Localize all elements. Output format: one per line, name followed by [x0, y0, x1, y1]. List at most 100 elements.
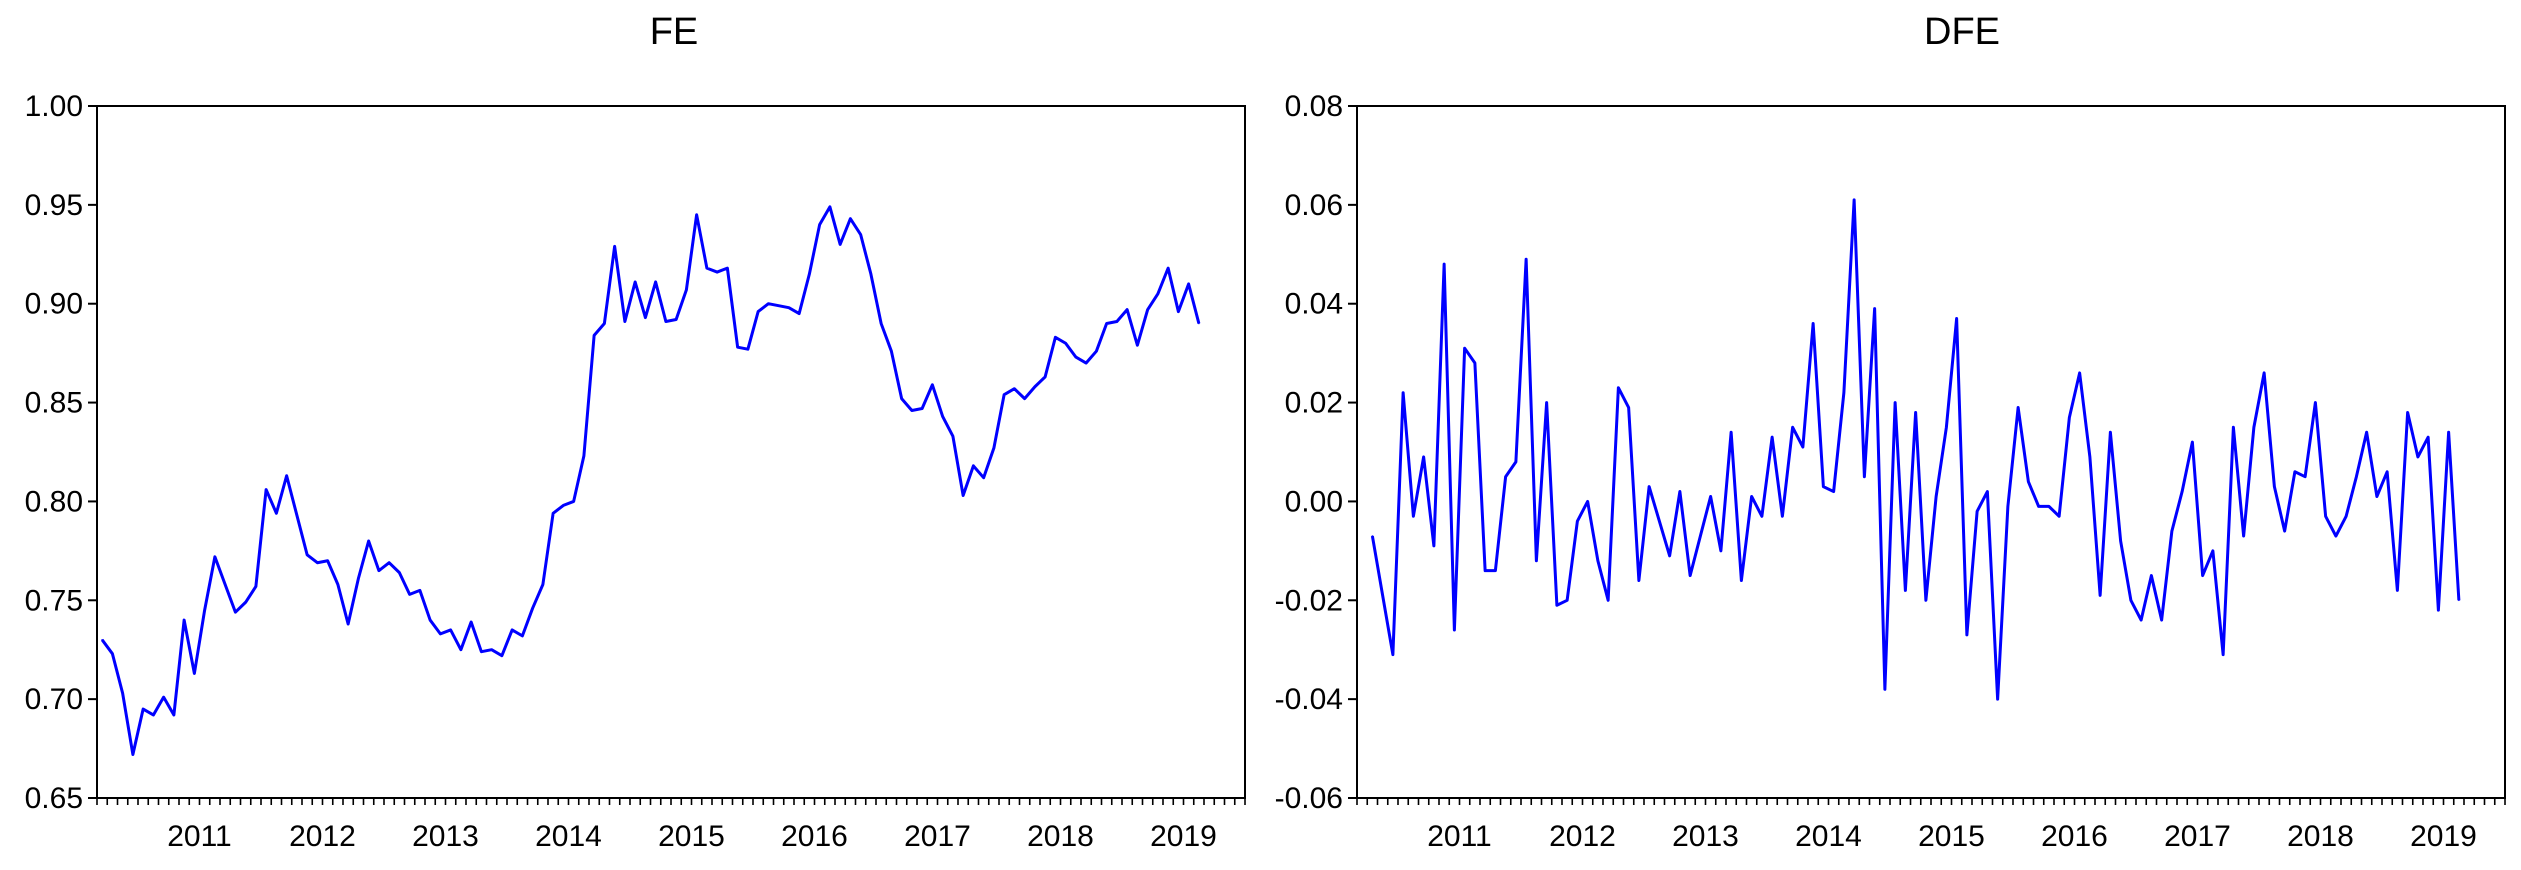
data-point	[2099, 594, 2101, 597]
chart-title: DFE	[1924, 11, 2000, 53]
data-point	[2109, 431, 2112, 434]
x-tick-label: 2012	[1549, 820, 1616, 853]
data-point	[1157, 293, 1159, 295]
y-tick-label: 0.75	[25, 584, 83, 617]
data-point	[1392, 653, 1394, 656]
data-point	[2324, 515, 2327, 518]
data-point	[1791, 426, 1794, 429]
data-point	[1668, 555, 1671, 557]
data-point	[1955, 317, 1958, 320]
data-point	[562, 504, 565, 507]
data-point	[1832, 490, 1835, 493]
data-point	[1085, 362, 1087, 364]
data-point	[552, 512, 554, 515]
dfe-panel: DFE -0.06 -0.04 -0.02 0.00 0.02 0.04 0.06 0.08 2…	[1275, 11, 2506, 853]
data-point	[1904, 589, 1907, 592]
data-point	[757, 310, 759, 313]
data-point	[1853, 199, 1855, 201]
data-point	[1146, 308, 1149, 311]
data-point	[2160, 619, 2163, 621]
data-point	[1863, 475, 1866, 478]
data-point	[1597, 559, 1599, 562]
data-point	[2273, 485, 2276, 488]
data-point	[1167, 267, 1169, 269]
x-tick-label: 2011	[167, 820, 232, 853]
data-point	[1136, 344, 1139, 347]
y-tick-label: 0.70	[25, 683, 83, 716]
data-point	[1586, 500, 1589, 503]
series-line	[1370, 198, 2461, 701]
data-point	[2365, 431, 2368, 434]
data-point	[2386, 470, 2388, 473]
data-point	[685, 289, 688, 291]
data-point	[2130, 599, 2132, 602]
data-point	[275, 512, 278, 515]
data-point	[1525, 258, 1527, 261]
data-point	[2048, 505, 2050, 508]
data-point	[736, 346, 739, 349]
data-point	[695, 213, 698, 216]
data-point	[2406, 411, 2409, 414]
data-point	[1709, 495, 1712, 498]
data-point	[1761, 515, 1763, 518]
data-point	[132, 753, 134, 756]
data-point	[962, 494, 964, 497]
data-point	[572, 500, 575, 503]
y-tick-label: 0.08	[1285, 90, 1343, 123]
data-point	[1976, 510, 1978, 513]
data-point	[2458, 599, 2460, 602]
data-point	[593, 334, 595, 337]
x-tick-label: 2019	[2410, 820, 2477, 853]
data-point	[1412, 515, 1415, 518]
data-point	[2294, 470, 2296, 473]
data-point	[2232, 426, 2235, 429]
data-point	[849, 217, 852, 220]
data-point	[900, 397, 903, 400]
data-point	[1484, 569, 1486, 572]
data-point	[203, 609, 206, 611]
data-point	[2437, 609, 2440, 611]
data-point	[152, 714, 155, 716]
data-point	[634, 281, 636, 283]
data-point	[1034, 385, 1036, 388]
data-point	[1198, 322, 1200, 325]
data-point	[214, 555, 216, 558]
data-point	[1504, 475, 1507, 478]
data-point	[1607, 599, 1609, 602]
data-point	[1474, 362, 1476, 364]
y-tick-label: -0.06	[1275, 782, 1343, 815]
data-point	[162, 696, 165, 698]
data-point	[1064, 342, 1067, 345]
data-point	[972, 465, 975, 467]
data-point	[1822, 485, 1825, 488]
x-tick-label: 2014	[535, 820, 602, 853]
plot-frame	[1356, 105, 2506, 799]
data-point	[1381, 594, 1384, 597]
data-point	[1535, 559, 1538, 562]
y-tick-label: 0.90	[25, 288, 83, 321]
data-point	[511, 629, 513, 631]
data-point	[2171, 530, 2173, 532]
data-point	[470, 621, 472, 623]
x-tick-label: 2011	[1427, 820, 1492, 853]
data-point	[255, 585, 257, 588]
data-point	[501, 654, 503, 657]
data-point	[2345, 515, 2347, 518]
data-point	[2191, 441, 2194, 443]
data-point	[2283, 530, 2286, 532]
data-point	[1945, 426, 1948, 429]
data-point	[2314, 401, 2317, 404]
data-point	[490, 648, 493, 651]
data-point	[121, 692, 124, 695]
data-point	[1177, 310, 1180, 313]
y-tick-label: 0.00	[1285, 485, 1343, 518]
x-tick-label: 2015	[1918, 820, 1985, 853]
data-point	[1935, 495, 1937, 498]
data-point	[1371, 535, 1374, 537]
data-point	[2376, 495, 2378, 498]
x-tick-label: 2018	[1027, 820, 1094, 853]
data-point	[952, 435, 954, 437]
data-point	[1433, 545, 1435, 547]
data-point	[2181, 490, 2183, 493]
data-point	[101, 639, 103, 641]
